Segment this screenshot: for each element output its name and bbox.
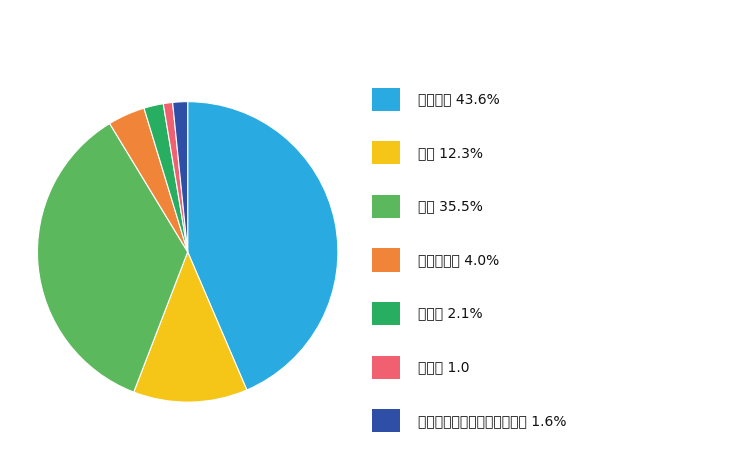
Wedge shape [134, 252, 247, 402]
FancyBboxPatch shape [372, 409, 400, 432]
Wedge shape [173, 102, 188, 252]
Text: 四半期ごと 4.0%: 四半期ごと 4.0% [419, 253, 500, 267]
Text: その他 1.0: その他 1.0 [419, 360, 470, 374]
Wedge shape [144, 104, 188, 252]
Text: 年一回 2.1%: 年一回 2.1% [419, 307, 483, 321]
FancyBboxPatch shape [372, 248, 400, 272]
Text: 取引入力の頻度: 取引入力の頻度 [330, 25, 406, 44]
FancyBboxPatch shape [372, 355, 400, 379]
Text: 毎週 12.3%: 毎週 12.3% [419, 146, 484, 160]
Wedge shape [110, 108, 188, 252]
Text: 毎営業日 43.6%: 毎営業日 43.6% [419, 93, 500, 106]
Text: 会計専門家に依頼のため不明 1.6%: 会計専門家に依頼のため不明 1.6% [419, 414, 567, 428]
FancyBboxPatch shape [372, 87, 400, 111]
Wedge shape [38, 124, 188, 392]
Text: 毎月 35.5%: 毎月 35.5% [419, 200, 484, 213]
FancyBboxPatch shape [372, 302, 400, 325]
Wedge shape [188, 102, 338, 390]
FancyBboxPatch shape [372, 141, 400, 164]
FancyBboxPatch shape [372, 195, 400, 218]
Wedge shape [163, 103, 188, 252]
